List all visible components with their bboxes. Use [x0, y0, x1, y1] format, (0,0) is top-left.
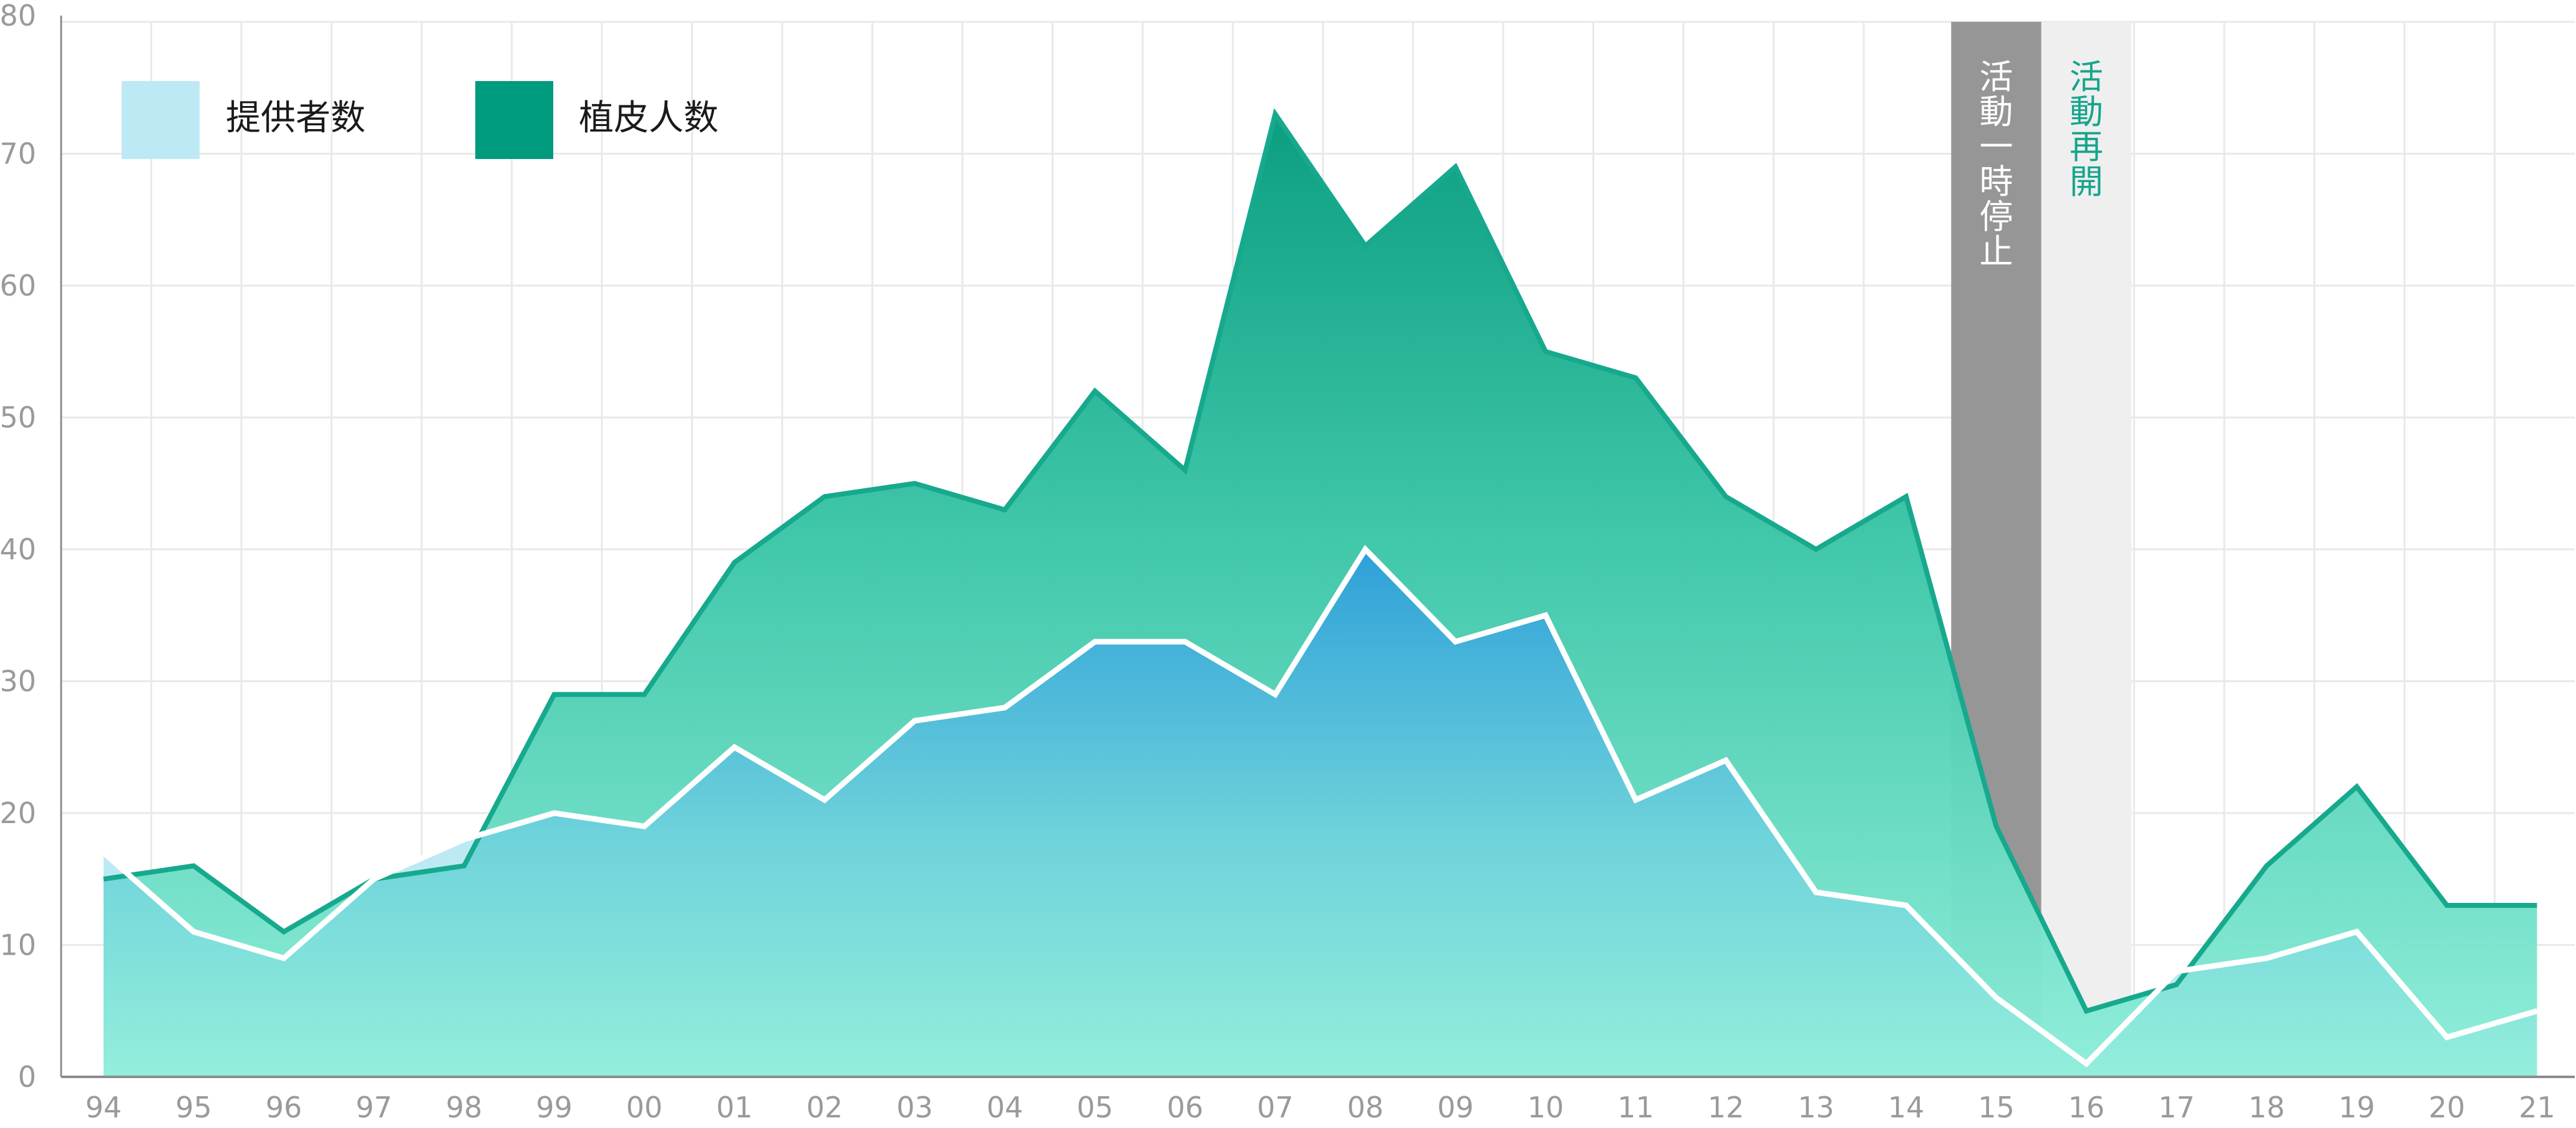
- x-tick-label: 20: [2429, 1091, 2466, 1124]
- x-tick-label: 96: [266, 1091, 303, 1124]
- x-tick-label: 98: [446, 1091, 483, 1124]
- x-tick-label: 02: [806, 1091, 843, 1124]
- period-label-char: 止: [1980, 232, 2013, 271]
- legend-label-providers: 提供者数: [226, 98, 366, 138]
- x-tick-label: 08: [1347, 1091, 1384, 1124]
- y-tick-label: 50: [0, 401, 36, 435]
- x-tick-label: 09: [1437, 1091, 1474, 1124]
- period-label-char: 開: [2070, 162, 2103, 201]
- x-tick-label: 99: [536, 1091, 573, 1124]
- period-label-char: 再: [2070, 127, 2103, 166]
- period-label-char: 停: [1980, 197, 2013, 236]
- period-label-char: 時: [1980, 162, 2013, 201]
- x-tick-label: 10: [1528, 1091, 1564, 1124]
- legend-label-patients: 植皮人数: [579, 98, 719, 138]
- y-tick-label: 10: [0, 928, 36, 962]
- y-tick-label: 40: [0, 533, 36, 566]
- period-label-char: 動: [2070, 92, 2103, 132]
- y-tick-label: 60: [0, 269, 36, 302]
- period-label-char: 動: [1980, 92, 2013, 132]
- x-tick-label: 14: [1888, 1091, 1925, 1124]
- x-tick-label: 12: [1708, 1091, 1745, 1124]
- y-tick-label: 20: [0, 796, 36, 830]
- x-tick-label: 21: [2519, 1091, 2555, 1124]
- x-tick-label: 97: [356, 1091, 392, 1124]
- x-tick-label: 11: [1617, 1091, 1654, 1124]
- x-tick-label: 13: [1798, 1091, 1834, 1124]
- legend: 提供者数 植皮人数: [122, 81, 719, 159]
- period-label-char: 活: [2070, 57, 2103, 97]
- x-tick-label: 16: [2068, 1091, 2105, 1124]
- series-overlap-area: [104, 549, 2537, 1077]
- legend-swatch-patients: [475, 81, 553, 159]
- x-tick-label: 19: [2338, 1091, 2375, 1124]
- x-tick-label: 07: [1257, 1091, 1294, 1124]
- period-label-char: 一: [1980, 127, 2013, 166]
- x-tick-label: 05: [1077, 1091, 1113, 1124]
- x-tick-label: 03: [896, 1091, 933, 1124]
- period-band-resume: [2041, 22, 2132, 1077]
- y-tick-label: 0: [18, 1060, 36, 1094]
- x-tick-label: 18: [2249, 1091, 2285, 1124]
- x-tick-label: 15: [1978, 1091, 2015, 1124]
- y-tick-label: 30: [0, 665, 36, 698]
- period-label-char: 活: [1980, 57, 2013, 97]
- x-tick-label: 17: [2158, 1091, 2195, 1124]
- x-tick-label: 00: [626, 1091, 663, 1124]
- y-tick-label: 70: [0, 137, 36, 171]
- x-tick-label: 94: [85, 1091, 122, 1124]
- x-tick-label: 06: [1167, 1091, 1204, 1124]
- legend-swatch-providers: [122, 81, 200, 159]
- series-line-patients: [103, 108, 2537, 1015]
- series-areas: [102, 108, 2538, 1077]
- x-tick-label: 01: [716, 1091, 753, 1124]
- x-tick-label: 95: [175, 1091, 212, 1124]
- series-line-providers: [102, 544, 2538, 1068]
- x-tick-label: 04: [987, 1091, 1024, 1124]
- y-tick-label: 80: [0, 0, 36, 32]
